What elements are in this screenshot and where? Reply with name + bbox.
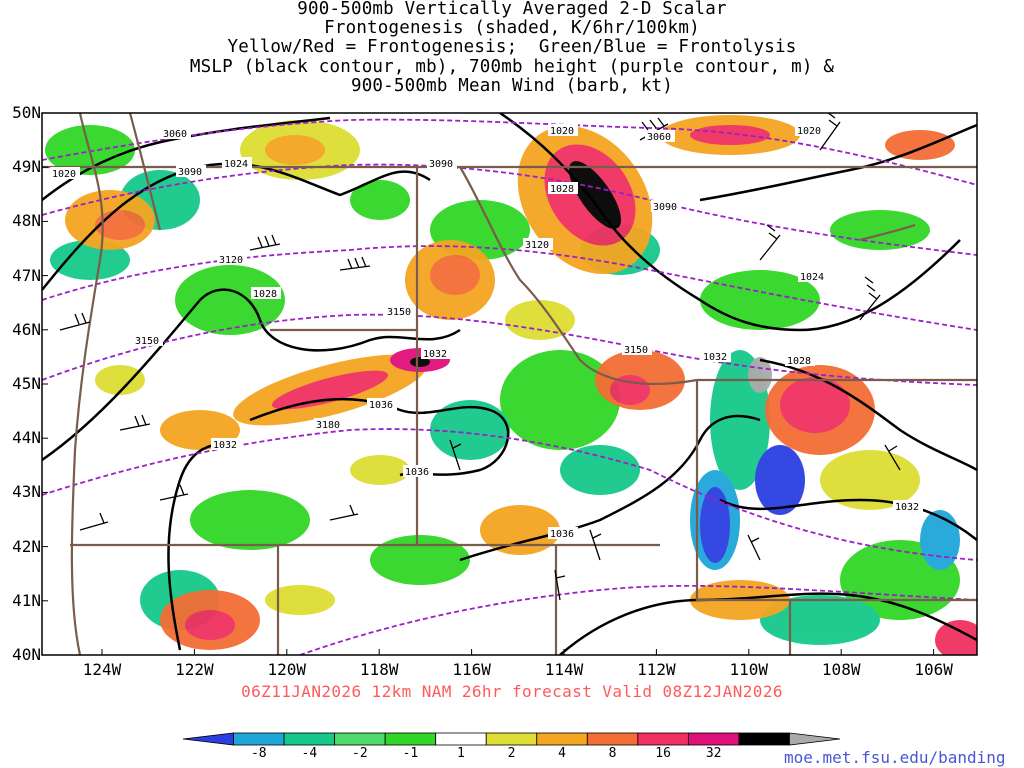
height-label: 3060 <box>163 129 187 140</box>
mslp-label: 1020 <box>52 169 76 180</box>
height-label: 3180 <box>316 420 340 431</box>
longitude-label: 112W <box>637 660 676 679</box>
colorbar-label: 4 <box>558 746 566 761</box>
mslp-label: 1036 <box>550 529 574 540</box>
latitude-label: 40N <box>12 645 41 664</box>
latitude-label: 41N <box>12 590 41 610</box>
colorbar-swatch <box>233 732 285 746</box>
colorbar <box>182 732 841 746</box>
mslp-label: 1028 <box>550 184 574 195</box>
mslp-label: 1032 <box>895 502 919 513</box>
colorbar-label: -2 <box>352 746 368 761</box>
latitude-label: 43N <box>12 482 41 502</box>
wind-barbs <box>59 113 901 601</box>
latitude-label: 45N <box>12 374 41 393</box>
longitude-label: 110W <box>729 660 769 679</box>
longitude-label: 124W <box>82 660 122 679</box>
mslp-label: 1032 <box>213 440 237 451</box>
height-label: 3120 <box>219 255 243 266</box>
height-contours <box>42 118 977 655</box>
colorbar-label: 32 <box>705 746 722 761</box>
longitude-label: 108W <box>821 660 861 679</box>
longitude-label: 122W <box>175 660 214 679</box>
credit-link[interactable]: moe.met.fsu.edu/banding <box>784 748 1006 767</box>
colorbar-swatch <box>637 732 689 746</box>
mslp-label: 1020 <box>797 126 821 137</box>
longitude-label: 118W <box>359 660 399 679</box>
latitude-label: 50N <box>12 103 41 122</box>
colorbar-swatch <box>586 732 639 746</box>
colorbar-label: 1 <box>457 746 465 761</box>
height-label: 3120 <box>525 240 549 251</box>
mslp-label: 1020 <box>550 126 574 137</box>
height-label: 3060 <box>647 132 671 143</box>
height-label: 3090 <box>653 202 677 213</box>
colorbar-swatch <box>536 732 588 746</box>
colorbar-label: 2 <box>507 746 516 761</box>
mslp-label: 1028 <box>787 356 811 367</box>
colorbar-swatch <box>435 732 487 746</box>
latitude-label: 46N <box>12 319 41 339</box>
colorbar-swatch <box>182 732 234 746</box>
latitude-label: 47N <box>12 265 41 285</box>
colorbar-swatch <box>789 732 841 746</box>
mslp-label: 1028 <box>253 289 277 300</box>
frontogenesis-shading: 1020 1024 1028 1032 1036 1020 1028 1024 … <box>42 113 977 655</box>
title-line: 900-500mb Mean Wind (barb, kt) <box>350 75 674 96</box>
colorbar-label: -8 <box>250 746 267 761</box>
latitude-label: 48N <box>12 211 41 231</box>
colorbar-swatch <box>334 732 386 746</box>
colorbar-swatch <box>485 732 538 746</box>
height-label: 3090 <box>178 167 202 178</box>
height-label: 3150 <box>624 345 648 356</box>
height-label: 3150 <box>387 307 411 318</box>
latitude-label: 42N <box>12 536 41 556</box>
longitude-label: 120W <box>267 660 307 679</box>
colorbar-swatch <box>384 732 437 746</box>
title-line: Yellow/Red = Frontogenesis; Green/Blue =… <box>227 37 797 58</box>
title-line: 900-500mb Vertically Averaged 2-D Scalar <box>297 0 727 19</box>
latitude-label: 44N <box>12 428 41 448</box>
title-line: Frontogenesis (shaded, K/6hr/100km) <box>324 18 700 39</box>
mslp-label: 1032 <box>703 352 727 363</box>
mslp-label: 1024 <box>800 272 824 283</box>
title-line: MSLP (black contour, mb), 700mb height (… <box>189 56 835 77</box>
map-title: 900-500mb Vertically Averaged 2-D Scalar… <box>0 0 1024 96</box>
longitude-label: 116W <box>452 660 491 679</box>
longitude-label: 106W <box>914 660 953 679</box>
height-label: 3090 <box>429 159 453 170</box>
colorbar-label: -1 <box>402 746 419 761</box>
frontolysis-areas <box>45 125 960 645</box>
forecast-footer: 06Z11JAN2026 12km NAM 26hr forecast Vali… <box>241 682 783 701</box>
latitude-label: 49N <box>12 157 41 177</box>
height-label: 3150 <box>135 336 159 347</box>
colorbar-swatch <box>283 732 336 746</box>
longitude-label: 114W <box>544 660 584 679</box>
colorbar-label: -4 <box>301 746 318 761</box>
colorbar-swatch <box>687 732 740 746</box>
mslp-label: 1036 <box>405 467 429 478</box>
mslp-label: 1036 <box>369 400 393 411</box>
colorbar-swatch <box>738 732 790 746</box>
contour-labels: 1020 1024 1028 1032 1036 1020 1028 1024 … <box>50 124 923 540</box>
mslp-label: 1024 <box>224 159 248 170</box>
colorbar-label: 16 <box>655 746 671 761</box>
axis-ticks <box>42 112 935 656</box>
mslp-label: 1032 <box>423 349 447 360</box>
colorbar-label: 8 <box>608 746 617 761</box>
